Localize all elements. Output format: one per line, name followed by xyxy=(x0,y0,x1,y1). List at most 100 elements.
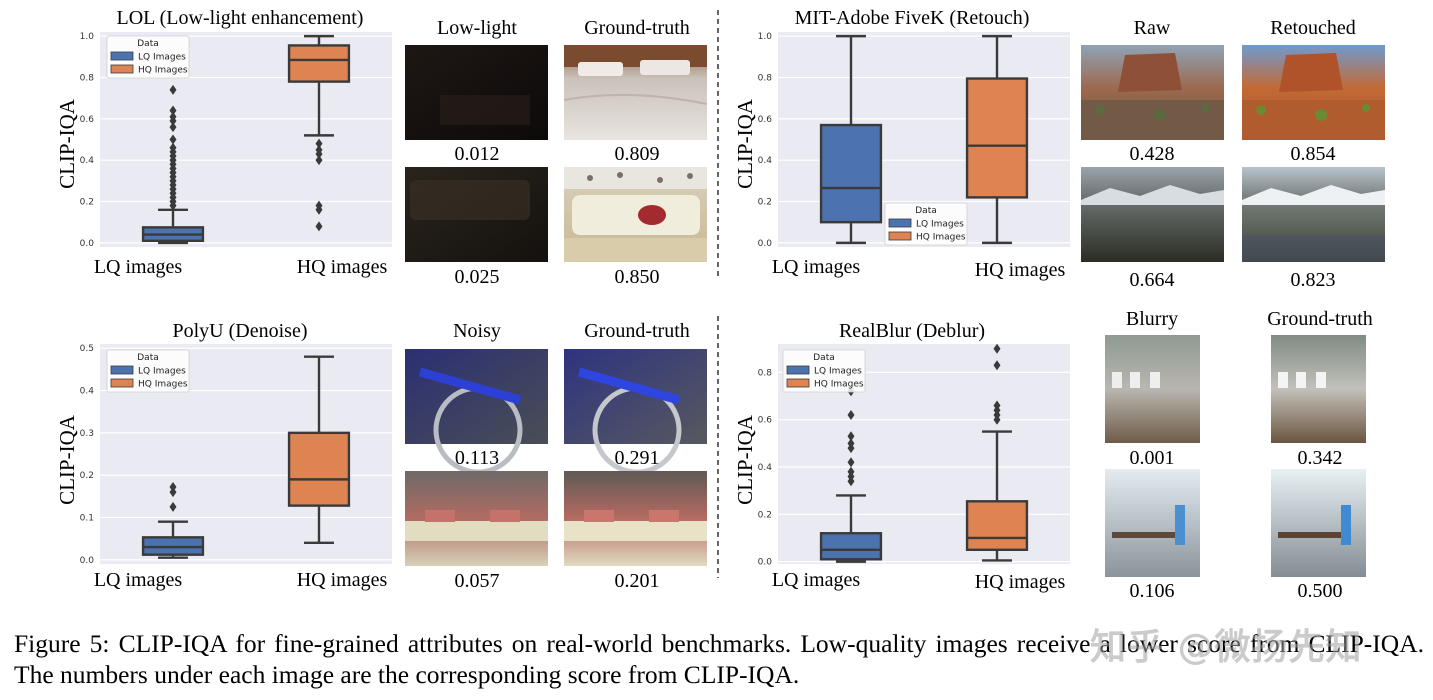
legend: Data LQ Images HQ Images xyxy=(884,202,968,246)
photo-lowlight-1 xyxy=(405,45,548,140)
legend-label: HQ Images xyxy=(916,233,966,243)
category-label: HQ images xyxy=(975,571,1066,593)
legend-label: HQ Images xyxy=(138,66,188,76)
iqr-box xyxy=(819,532,883,561)
photo-classroom-gt xyxy=(564,471,707,566)
y-tick-label: 0.8 xyxy=(758,368,773,378)
legend: Data LQ Images HQ Images xyxy=(106,349,190,393)
score-label: 0.664 xyxy=(1130,269,1175,291)
photo-bike-noisy xyxy=(405,349,548,475)
outlier-point xyxy=(315,155,323,166)
y-tick-label: 0.0 xyxy=(80,239,95,249)
chart-title: RealBlur (Deblur) xyxy=(839,320,985,342)
photo-classroom-noisy xyxy=(405,471,548,566)
iqr-box xyxy=(819,123,883,224)
outlier-point xyxy=(169,105,177,116)
photo-bed-gt xyxy=(563,45,708,140)
panel-fivek: MIT-Adobe FiveK (Retouch) CLIP-IQA 0.00.… xyxy=(733,7,1070,281)
photo-sofa-gt xyxy=(564,167,707,262)
photo-lowlight-2 xyxy=(405,167,548,262)
legend-label: LQ Images xyxy=(916,220,964,230)
photo-desk-gt xyxy=(1271,469,1366,577)
category-label: LQ images xyxy=(94,256,183,278)
legend: Data LQ Images HQ Images xyxy=(782,349,866,393)
outlier-point xyxy=(847,466,855,477)
photo-mesa-raw xyxy=(1081,45,1224,140)
panel-lol: LOL (Low-light enhancement) CLIP-IQA 0.0… xyxy=(55,7,392,278)
score-label: 0.809 xyxy=(615,143,660,165)
photo-field-raw xyxy=(1081,167,1224,262)
y-tick-label: 0.0 xyxy=(80,556,95,566)
legend-swatch xyxy=(888,231,912,241)
y-tick-label: 0.8 xyxy=(80,73,95,83)
outlier-point xyxy=(169,142,177,153)
outlier-point xyxy=(169,134,177,145)
image-grid-lowlight: Low-light Ground-truth 0.012 0.809 0.02 xyxy=(405,17,708,288)
image-grid-deblur: Blurry Ground-truth 0.001 0.342 0.106 0.… xyxy=(1105,308,1373,602)
box-plot: 0.0 0.2 0.4 0.6 0.8 1.0 Data LQ Images HQ Images xyxy=(758,32,1070,249)
photo-bike-gt xyxy=(564,349,707,475)
category-label: HQ images xyxy=(975,259,1066,281)
score-label: 0.823 xyxy=(1291,269,1336,291)
score-label: 0.201 xyxy=(615,570,660,592)
lq-box xyxy=(819,386,883,563)
chart-ylabel: CLIP-IQA xyxy=(733,414,757,505)
outlier-point xyxy=(315,221,323,232)
score-label: 0.113 xyxy=(455,447,499,469)
column-header: Ground-truth xyxy=(1267,308,1373,330)
category-label: HQ images xyxy=(297,569,388,591)
column-header: Noisy xyxy=(453,320,501,342)
legend-swatch xyxy=(110,378,134,388)
chart-title: LOL (Low-light enhancement) xyxy=(117,7,364,29)
legend: Data LQ Images HQ Images xyxy=(106,35,190,79)
legend-title: Data xyxy=(915,206,937,216)
y-tick-label: 0.6 xyxy=(758,416,773,426)
y-tick-label: 0.6 xyxy=(758,115,773,125)
outlier-point xyxy=(169,482,177,492)
legend-title: Data xyxy=(813,353,835,363)
y-tick-label: 0.3 xyxy=(80,429,94,439)
chart-ylabel: CLIP-IQA xyxy=(55,414,79,505)
outlier-point xyxy=(169,501,177,512)
figure-caption: Figure 5: CLIP-IQA for fine-grained attr… xyxy=(14,629,1424,689)
box-plot: 0.0 0.2 0.4 0.6 0.8 Data LQ Images HQ Images xyxy=(758,343,1070,568)
y-tick-label: 0.4 xyxy=(80,156,95,166)
category-label: HQ images xyxy=(297,256,388,278)
outlier-point xyxy=(169,84,177,95)
outlier-point xyxy=(847,438,855,449)
chart-title: MIT-Adobe FiveK (Retouch) xyxy=(795,7,1030,29)
outlier-point xyxy=(315,138,323,149)
photo-porch-blurry xyxy=(1105,335,1200,443)
hq-box xyxy=(965,343,1029,562)
image-grid-denoise: Noisy Ground-truth 0.113 0.291 0.057 0.2… xyxy=(405,320,707,592)
hq-box xyxy=(287,355,351,545)
legend-label: LQ Images xyxy=(138,367,186,377)
hq-box xyxy=(287,34,351,232)
outlier-point xyxy=(315,200,323,211)
outlier-point xyxy=(847,457,855,468)
y-tick-label: 0.4 xyxy=(758,156,773,166)
chart-ylabel: CLIP-IQA xyxy=(55,98,79,189)
legend-swatch xyxy=(786,365,810,375)
outlier-point xyxy=(847,431,855,442)
score-label: 0.500 xyxy=(1298,580,1343,602)
y-tick-label: 0.0 xyxy=(758,558,773,568)
column-header: Retouched xyxy=(1270,17,1356,39)
y-tick-label: 0.2 xyxy=(80,471,94,481)
column-header: Low-light xyxy=(437,17,517,39)
outlier-point xyxy=(847,409,855,420)
legend-title: Data xyxy=(137,353,159,363)
figure-5: LOL (Low-light enhancement) CLIP-IQA 0.0… xyxy=(55,7,1385,602)
y-tick-label: 0.6 xyxy=(80,115,95,125)
box-plot: 0.0 0.1 0.2 0.3 0.4 0.5 Data LQ Images HQ Images xyxy=(80,344,392,566)
chart-title: PolyU (Denoise) xyxy=(173,320,308,342)
photo-field-retouched xyxy=(1242,167,1385,262)
score-label: 0.057 xyxy=(455,570,500,592)
y-tick-label: 1.0 xyxy=(80,32,95,42)
legend-label: LQ Images xyxy=(814,367,862,377)
y-tick-label: 0.2 xyxy=(758,510,772,520)
y-tick-label: 1.0 xyxy=(758,32,773,42)
chart-ylabel: CLIP-IQA xyxy=(733,98,757,189)
score-label: 0.106 xyxy=(1130,580,1175,602)
legend-swatch xyxy=(786,378,810,388)
